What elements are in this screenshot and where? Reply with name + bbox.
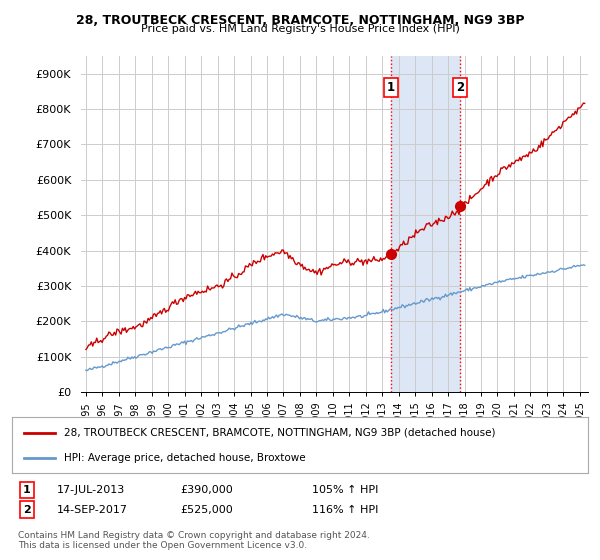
Text: £525,000: £525,000	[180, 505, 233, 515]
Text: 116% ↑ HPI: 116% ↑ HPI	[312, 505, 379, 515]
Text: 14-SEP-2017: 14-SEP-2017	[57, 505, 128, 515]
Text: 2: 2	[23, 505, 31, 515]
Text: 105% ↑ HPI: 105% ↑ HPI	[312, 485, 379, 495]
Text: £390,000: £390,000	[180, 485, 233, 495]
Text: Contains HM Land Registry data © Crown copyright and database right 2024.
This d: Contains HM Land Registry data © Crown c…	[18, 531, 370, 550]
Text: 1: 1	[387, 81, 395, 94]
Text: 28, TROUTBECK CRESCENT, BRAMCOTE, NOTTINGHAM, NG9 3BP (detached house): 28, TROUTBECK CRESCENT, BRAMCOTE, NOTTIN…	[64, 428, 496, 438]
Text: 1: 1	[23, 485, 31, 495]
Text: HPI: Average price, detached house, Broxtowe: HPI: Average price, detached house, Brox…	[64, 452, 305, 463]
Text: 2: 2	[456, 81, 464, 94]
Text: 28, TROUTBECK CRESCENT, BRAMCOTE, NOTTINGHAM, NG9 3BP: 28, TROUTBECK CRESCENT, BRAMCOTE, NOTTIN…	[76, 14, 524, 27]
Bar	[391, 56, 460, 392]
Text: 17-JUL-2013: 17-JUL-2013	[57, 485, 125, 495]
Text: Price paid vs. HM Land Registry's House Price Index (HPI): Price paid vs. HM Land Registry's House …	[140, 24, 460, 34]
